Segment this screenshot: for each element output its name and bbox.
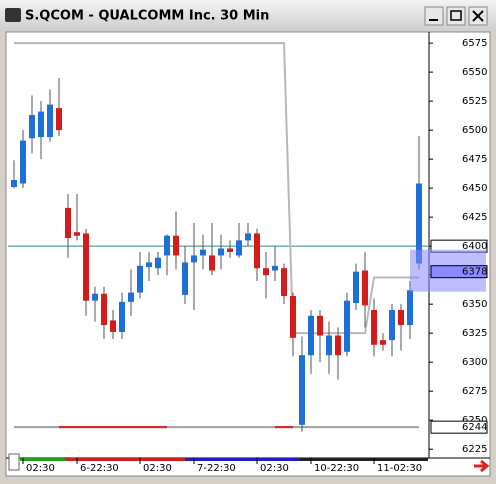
price-marker-box xyxy=(430,265,488,279)
title-bar xyxy=(0,0,496,30)
maximize-button[interactable] xyxy=(446,6,466,26)
y-tick-label: 6325 xyxy=(462,328,487,339)
candle-body xyxy=(353,271,359,304)
candle-body xyxy=(398,309,404,326)
candle-body xyxy=(272,265,278,271)
y-tick-label: 6225 xyxy=(462,444,487,455)
candle-body xyxy=(263,268,269,276)
session-bar xyxy=(20,458,65,461)
candle-body xyxy=(380,340,386,345)
candle-body xyxy=(317,315,323,336)
candle-body xyxy=(110,320,116,333)
candle-body xyxy=(92,293,98,301)
candle-body xyxy=(299,355,305,425)
candle-body xyxy=(407,290,413,326)
y-tick-label: 6350 xyxy=(462,299,487,310)
candle-body xyxy=(47,104,53,138)
y-tick-label: 6550 xyxy=(462,67,487,78)
candle-body xyxy=(65,207,71,239)
candle-body xyxy=(137,265,143,293)
window-title: S.QCOM - QUALCOMM Inc. 30 Min xyxy=(25,9,269,24)
price-marker-box xyxy=(430,420,488,434)
x-tick-label: 11-02:30 xyxy=(377,463,422,474)
candle-body xyxy=(200,249,206,256)
y-tick-label: 6275 xyxy=(462,386,487,397)
close-button[interactable] xyxy=(468,6,488,26)
candle-body xyxy=(146,262,152,268)
price-marker-label: 6400 xyxy=(462,241,487,252)
session-bar xyxy=(65,458,185,461)
scroll-box[interactable] xyxy=(8,453,20,471)
candle-body xyxy=(20,140,26,184)
candle-body xyxy=(335,335,341,356)
candle-body xyxy=(38,111,44,138)
candle-body xyxy=(128,292,134,302)
y-tick-label: 6475 xyxy=(462,154,487,165)
x-tick-label: 7-22:30 xyxy=(197,463,236,474)
candle-body xyxy=(191,255,197,263)
x-tick-label: 02:30 xyxy=(260,463,289,474)
price-marker-label: 6244 xyxy=(462,422,487,433)
candle-body xyxy=(389,309,395,341)
session-bar xyxy=(300,458,428,461)
candle-body xyxy=(83,233,89,301)
candle-body xyxy=(371,309,377,345)
candle-body xyxy=(416,183,422,264)
x-tick-label: 02:30 xyxy=(143,463,172,474)
scroll-right-arrow[interactable] xyxy=(474,459,490,473)
price-marker-label: 6378 xyxy=(462,267,487,278)
candle-body xyxy=(344,300,350,352)
candle-body xyxy=(182,262,188,295)
candle-body xyxy=(74,232,80,236)
candle-body xyxy=(254,233,260,269)
x-tick-label: 6-22:30 xyxy=(80,463,119,474)
candle-body xyxy=(227,248,233,252)
indicator-line xyxy=(14,42,419,335)
candle-body xyxy=(281,268,287,297)
x-tick-label: 10-22:30 xyxy=(314,463,359,474)
candle-body xyxy=(164,235,170,256)
y-tick-label: 6450 xyxy=(462,183,487,194)
candle-body xyxy=(173,235,179,256)
y-tick-label: 6300 xyxy=(462,357,487,368)
minimize-button[interactable] xyxy=(424,6,444,26)
session-bar xyxy=(185,458,300,461)
candle-body xyxy=(236,240,242,256)
candle-body xyxy=(155,257,161,269)
candle-body xyxy=(245,233,251,241)
y-tick-label: 6525 xyxy=(462,96,487,107)
candle-body xyxy=(218,248,224,256)
y-tick-label: 6575 xyxy=(462,38,487,49)
y-tick-label: 6425 xyxy=(462,212,487,223)
x-tick-label: 02:30 xyxy=(26,463,55,474)
app-icon[interactable] xyxy=(5,8,21,22)
candle-body xyxy=(119,301,125,333)
candle-body xyxy=(362,270,368,306)
candle-body xyxy=(101,293,107,326)
plot: 6225625062756300632563506375640064256450… xyxy=(8,38,488,474)
candle-body xyxy=(56,108,62,131)
candle-body xyxy=(290,296,296,338)
y-tick-label: 6500 xyxy=(462,125,487,136)
candle-body xyxy=(11,180,17,187)
candle-body xyxy=(209,255,215,271)
candle-body xyxy=(308,315,314,356)
candle-body xyxy=(29,115,35,139)
candle-body xyxy=(326,335,332,356)
